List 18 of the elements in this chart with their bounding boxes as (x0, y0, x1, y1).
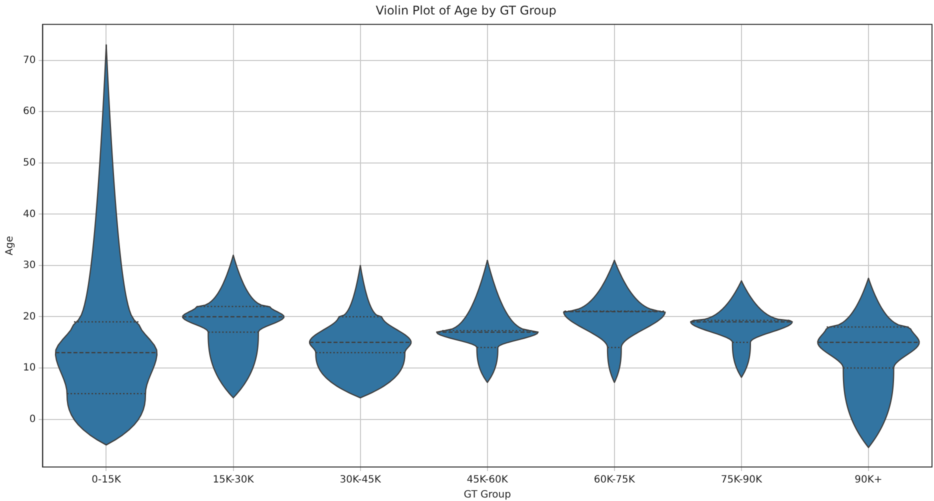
y-tick-label: 30 (22, 260, 36, 272)
x-axis-title: GT Group (464, 490, 511, 501)
y-tick-label: 70 (22, 54, 36, 66)
y-tick-label: 0 (29, 414, 36, 425)
x-tick-label: 75K-90K (720, 474, 762, 486)
x-tick-label: 30K-45K (340, 474, 382, 486)
y-tick-label: 10 (22, 362, 36, 374)
x-tick-label: 45K-60K (466, 474, 508, 486)
y-axis-title: Age (4, 236, 16, 256)
y-tick-label: 50 (22, 157, 36, 168)
chart-title: Violin Plot of Age by GT Group (376, 3, 556, 18)
y-tick-label: 20 (22, 311, 36, 322)
x-tick-label: 90K+ (854, 474, 882, 486)
x-tick-label: 0-15K (92, 474, 122, 486)
x-tick-label: 15K-30K (212, 474, 254, 486)
y-tick-label: 40 (22, 208, 36, 220)
x-tick-label: 60K-75K (594, 474, 636, 486)
y-tick-label: 60 (22, 106, 36, 118)
